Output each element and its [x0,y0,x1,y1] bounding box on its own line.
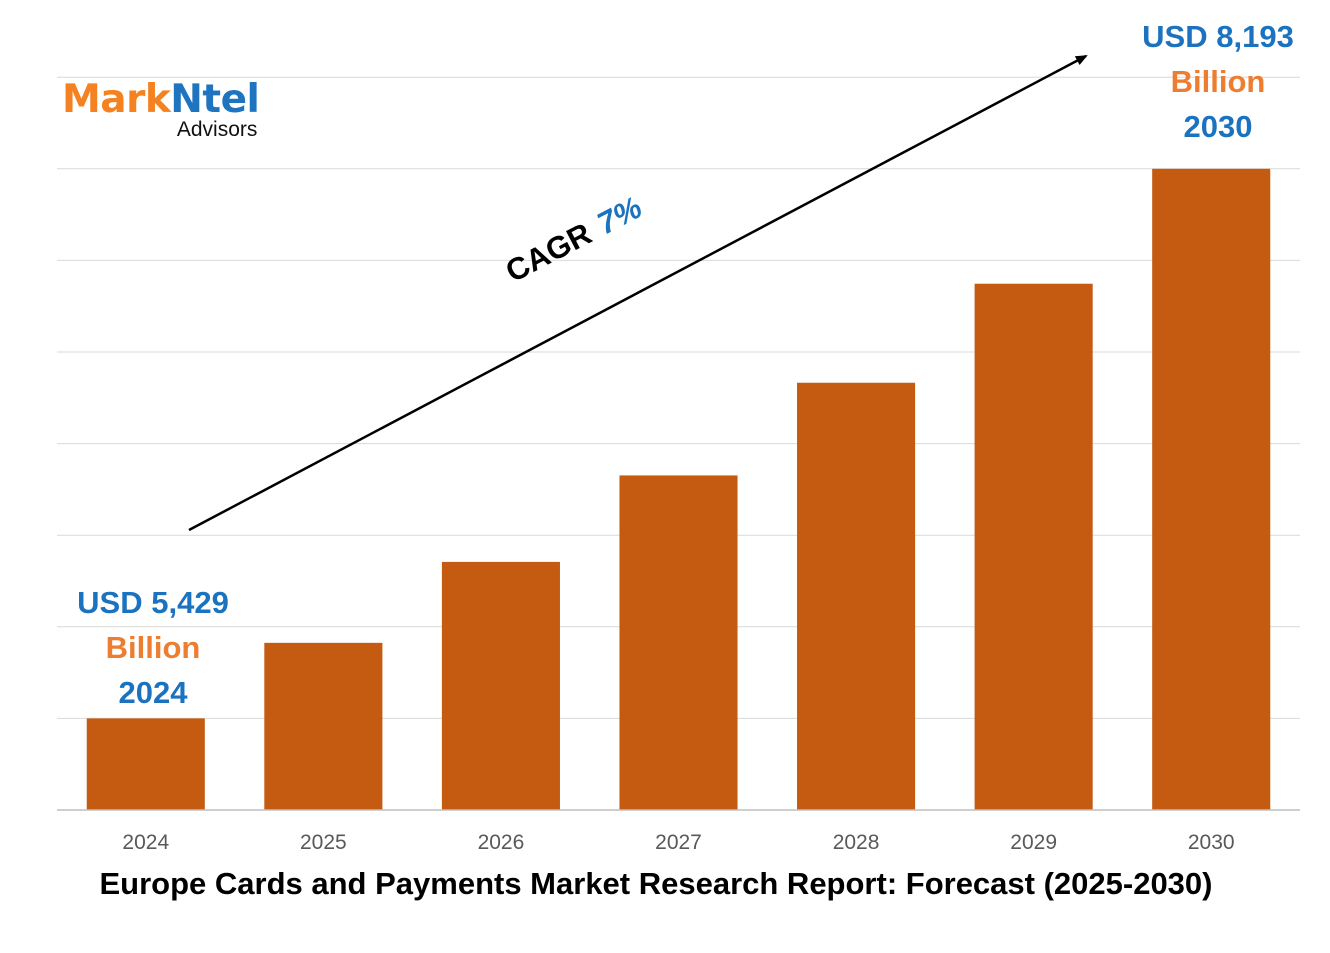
bars [86,168,1271,811]
logo-ntel-text: Ntel [170,77,260,122]
start-year: 2024 [118,675,188,710]
end-year: 2030 [1183,109,1253,144]
start-amount: USD 5,429 [77,585,229,620]
x-tick-labels: 2024 2025 2026 2027 2028 2029 2030 [122,831,1234,854]
cagr-arrow [188,54,1088,532]
start-value-callout: USD 5,429 Billion 2024 [40,580,266,715]
end-value-callout: USD 8,193 Billion 2030 [1110,14,1326,149]
bar-2028 [797,382,916,810]
x-tick-label-2028: 2028 [833,831,880,854]
bar-2027 [619,475,738,810]
x-tick-label-2024: 2024 [122,831,169,854]
bar-2024 [86,718,205,810]
end-amount: USD 8,193 [1142,19,1294,54]
marküntel-logo: MarkNtel Advisors [62,77,260,141]
bar-2026 [441,561,560,810]
x-tick-label-2029: 2029 [1010,831,1057,854]
end-unit: Billion [1170,64,1266,99]
x-tick-label-2030: 2030 [1188,831,1235,854]
start-unit: Billion [105,630,201,665]
chart-title: Europe Cards and Payments Market Researc… [99,866,1213,901]
bar-2025 [264,642,383,810]
x-tick-label-2026: 2026 [478,831,525,854]
logo-subtitle: Advisors [176,118,258,141]
x-tick-label-2027: 2027 [655,831,702,854]
bar-2029 [974,283,1093,810]
x-tick-label-2025: 2025 [300,831,347,854]
logo-mark-text: Mark [62,77,171,122]
logo-wordmark: MarkNtel [62,77,260,122]
bar-2030 [1152,168,1271,811]
